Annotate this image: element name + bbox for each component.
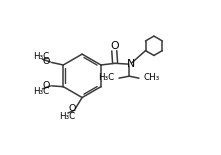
Text: O: O	[42, 57, 50, 66]
Text: CH₃: CH₃	[144, 73, 160, 82]
Text: H₃C: H₃C	[33, 52, 50, 61]
Text: O: O	[69, 104, 76, 113]
Text: H₃C: H₃C	[59, 112, 76, 121]
Text: H₃C: H₃C	[33, 87, 50, 96]
Text: H₃C: H₃C	[98, 73, 114, 82]
Text: O: O	[110, 41, 119, 51]
Text: O: O	[42, 81, 50, 90]
Text: N: N	[126, 59, 135, 69]
